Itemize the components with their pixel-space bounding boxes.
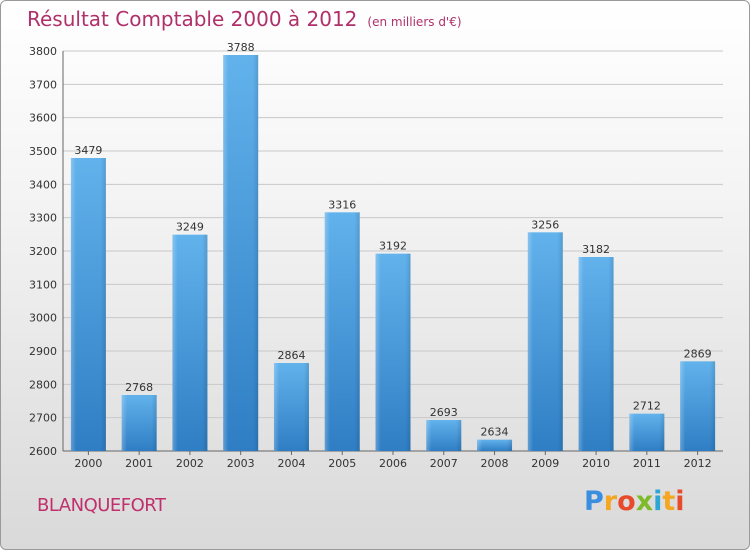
bar-shade: [375, 253, 411, 451]
x-tick-label: 2007: [430, 457, 458, 470]
y-tick-label: 2700: [29, 412, 57, 425]
x-tick-label: 2000: [74, 457, 102, 470]
bar-shade: [477, 439, 513, 451]
y-tick-label: 3800: [29, 45, 57, 58]
y-tick-label: 3500: [29, 145, 57, 158]
x-tick-label: 2004: [277, 457, 305, 470]
bar-shade: [172, 234, 208, 451]
bar-shade: [121, 395, 157, 451]
y-tick-label: 3200: [29, 245, 57, 258]
bar-shade: [527, 232, 563, 451]
value-label: 2864: [277, 349, 305, 362]
labels: 2600 2700 2800 2900 3000 3100 3200 3300 3400 3500…: [29, 41, 712, 470]
value-label: 3249: [176, 221, 204, 234]
chart-unit: (en milliers d'€): [367, 15, 462, 29]
x-tick-label: 2003: [227, 457, 255, 470]
y-tick-label: 3100: [29, 278, 57, 291]
value-label: 3192: [379, 240, 407, 253]
value-label: 3788: [227, 41, 255, 54]
chart-title: Résultat Comptable 2000 à 2012 (en millie…: [27, 7, 462, 31]
x-tick-label: 2011: [633, 457, 661, 470]
bar-shade: [273, 363, 309, 451]
x-tick-label: 2006: [379, 457, 407, 470]
city-name: BLANQUEFORT: [37, 495, 166, 516]
bar-shade: [578, 257, 614, 451]
y-tick-label: 3700: [29, 78, 57, 91]
bar-shade: [629, 413, 665, 451]
y-tick-label: 3000: [29, 312, 57, 325]
bar-shade: [680, 361, 716, 451]
y-tick-label: 2900: [29, 345, 57, 358]
y-tick-label: 2800: [29, 378, 57, 391]
x-tick-label: 2009: [531, 457, 559, 470]
bar-shade: [70, 158, 106, 451]
y-tick-label: 3300: [29, 212, 57, 225]
bars: [70, 55, 716, 451]
value-label: 2712: [633, 400, 661, 413]
proxiti-logo: Proxiti: [584, 486, 685, 517]
x-tick-label: 2005: [328, 457, 356, 470]
value-label: 3256: [531, 218, 559, 231]
bar-shade: [223, 55, 259, 451]
x-tick-label: 2001: [125, 457, 153, 470]
value-label: 3316: [328, 198, 356, 211]
chart-title-text: Résultat Comptable 2000 à 2012: [27, 7, 358, 31]
y-tick-label: 3600: [29, 112, 57, 125]
x-tick-label: 2008: [481, 457, 509, 470]
y-tick-label: 3400: [29, 178, 57, 191]
bar-shade: [324, 212, 360, 451]
value-label: 2768: [125, 381, 153, 394]
x-tick-label: 2002: [176, 457, 204, 470]
x-tick-label: 2010: [582, 457, 610, 470]
y-tick-label: 2600: [29, 445, 57, 458]
value-label: 2693: [430, 406, 458, 419]
value-label: 2869: [684, 347, 712, 360]
value-label: 2634: [481, 426, 509, 439]
bar-shade: [426, 420, 462, 451]
value-label: 3182: [582, 243, 610, 256]
x-tick-label: 2012: [684, 457, 712, 470]
value-label: 3479: [74, 144, 102, 157]
